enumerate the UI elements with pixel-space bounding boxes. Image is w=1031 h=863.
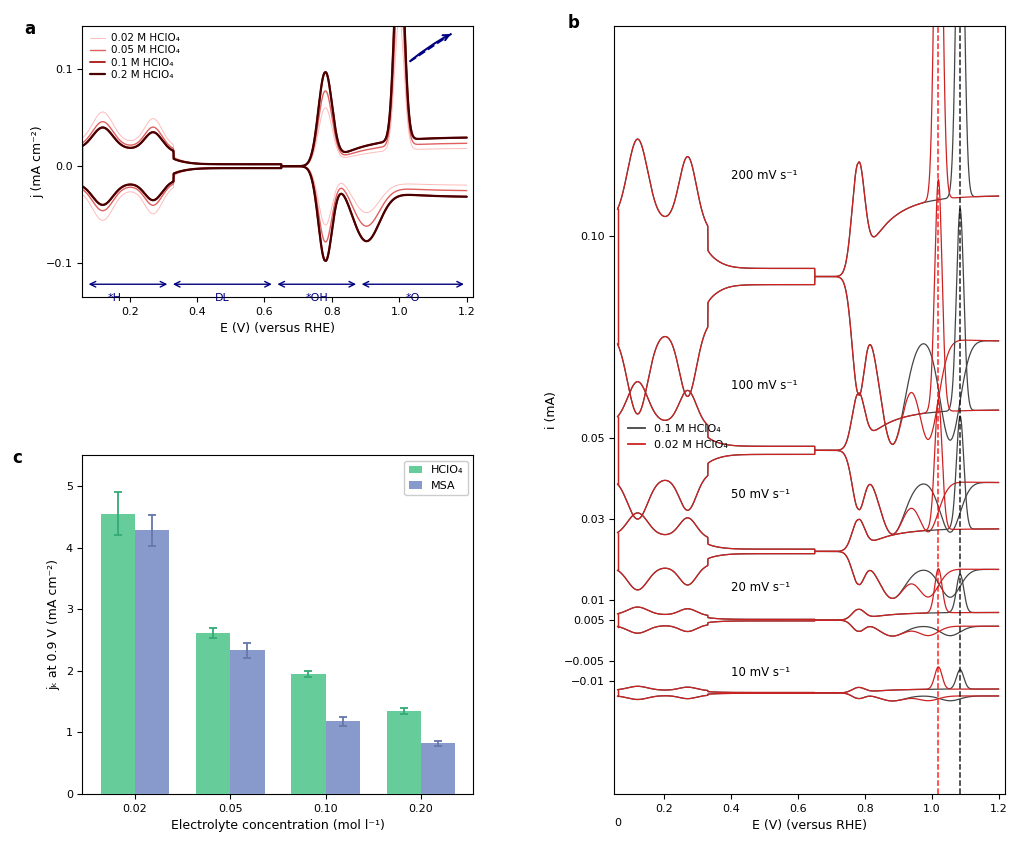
0.1 M HClO₄ (356, 142, 368, 152)
0.2 M HClO₄ (461, 132, 473, 142)
0.02 M HClO₄ (393, 13, 405, 23)
Line: 0.02 M HClO₄: 0.02 M HClO₄ (82, 18, 467, 167)
0.02 M HClO₄ (448, 143, 461, 154)
0.02 M HClO₄ (76, 133, 89, 143)
0.02 M HClO₄ (259, 159, 271, 169)
0.02 M HClO₄ (430, 143, 442, 154)
0.05 M HClO₄ (279, 161, 292, 172)
Bar (196, 633, 230, 794)
Bar (387, 711, 421, 794)
Text: 100 mV s⁻¹: 100 mV s⁻¹ (731, 379, 798, 392)
0.05 M HClO₄ (430, 139, 442, 149)
0.05 M HClO₄ (241, 159, 254, 169)
Line: 0.05 M HClO₄: 0.05 M HClO₄ (82, 0, 467, 167)
0.2 M HClO₄ (448, 133, 461, 143)
0.02 M HClO₄ (356, 149, 368, 160)
Y-axis label: jₖ at 0.9 V (mA cm⁻²): jₖ at 0.9 V (mA cm⁻²) (47, 559, 60, 690)
Text: *O: *O (405, 293, 420, 303)
0.02 M HClO₄ (280, 161, 293, 172)
Text: c: c (12, 449, 22, 467)
0.1 M HClO₄ (448, 133, 461, 143)
0.1 M HClO₄ (259, 159, 271, 169)
0.1 M HClO₄ (279, 161, 292, 172)
0.1 M HClO₄ (76, 141, 89, 151)
0.2 M HClO₄ (430, 133, 442, 143)
Bar (101, 513, 135, 794)
0.2 M HClO₄ (241, 159, 254, 169)
0.1 M HClO₄ (430, 133, 442, 143)
0.05 M HClO₄ (448, 138, 461, 148)
0.05 M HClO₄ (238, 159, 251, 169)
0.05 M HClO₄ (76, 138, 89, 148)
Text: 0: 0 (614, 818, 622, 828)
Text: *OH: *OH (305, 293, 328, 303)
Text: b: b (567, 15, 579, 33)
0.2 M HClO₄ (356, 142, 368, 152)
Legend: HClO₄, MSA: HClO₄, MSA (404, 461, 468, 495)
0.05 M HClO₄ (259, 159, 271, 169)
Bar (135, 531, 169, 794)
Bar (421, 743, 456, 794)
0.05 M HClO₄ (356, 146, 368, 156)
Y-axis label: j (mA cm⁻²): j (mA cm⁻²) (31, 125, 44, 198)
0.1 M HClO₄ (461, 132, 473, 142)
0.02 M HClO₄ (461, 143, 473, 154)
0.2 M HClO₄ (76, 141, 89, 151)
0.02 M HClO₄ (241, 159, 254, 169)
0.2 M HClO₄ (259, 159, 271, 169)
X-axis label: E (V) (versus RHE): E (V) (versus RHE) (221, 322, 335, 335)
Legend: 0.02 M HClO₄, 0.05 M HClO₄, 0.1 M HClO₄, 0.2 M HClO₄: 0.02 M HClO₄, 0.05 M HClO₄, 0.1 M HClO₄,… (88, 31, 181, 82)
Bar (292, 674, 326, 794)
0.1 M HClO₄ (238, 159, 251, 169)
X-axis label: Electrolyte concentration (mol l⁻¹): Electrolyte concentration (mol l⁻¹) (171, 819, 385, 832)
Text: *H: *H (107, 293, 122, 303)
Bar (326, 721, 360, 794)
Bar (230, 651, 265, 794)
0.05 M HClO₄ (461, 138, 473, 148)
0.2 M HClO₄ (238, 159, 251, 169)
Y-axis label: i (mA): i (mA) (545, 391, 558, 429)
Text: DL: DL (215, 293, 230, 303)
Text: a: a (24, 21, 35, 39)
Line: 0.2 M HClO₄: 0.2 M HClO₄ (82, 0, 467, 167)
Line: 0.1 M HClO₄: 0.1 M HClO₄ (82, 0, 467, 167)
0.02 M HClO₄ (238, 159, 251, 169)
Text: 20 mV s⁻¹: 20 mV s⁻¹ (731, 582, 791, 595)
0.1 M HClO₄ (241, 159, 254, 169)
Text: 200 mV s⁻¹: 200 mV s⁻¹ (731, 169, 798, 182)
0.2 M HClO₄ (279, 161, 292, 172)
X-axis label: E (V) (versus RHE): E (V) (versus RHE) (753, 819, 867, 832)
Text: 50 mV s⁻¹: 50 mV s⁻¹ (731, 488, 790, 501)
Legend: 0.1 M HClO₄, 0.02 M HClO₄: 0.1 M HClO₄, 0.02 M HClO₄ (624, 420, 732, 454)
Text: 10 mV s⁻¹: 10 mV s⁻¹ (731, 666, 791, 679)
